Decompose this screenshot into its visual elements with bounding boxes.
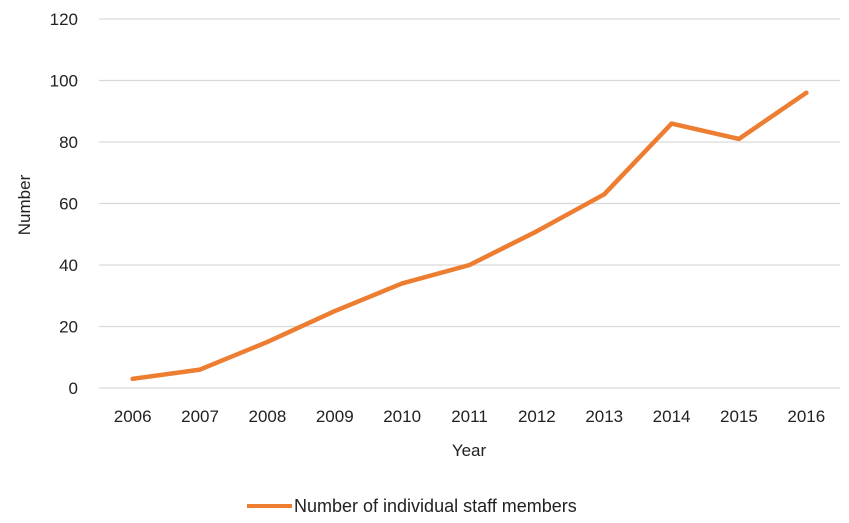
data-point	[332, 308, 337, 314]
data-point	[736, 136, 742, 142]
x-tick-label: 2008	[248, 407, 286, 426]
y-tick-label: 40	[59, 256, 78, 275]
y-tick-label: 20	[59, 318, 78, 337]
y-axis-ticks: 0 20 40 60 80 100 120	[50, 10, 78, 398]
data-point	[197, 367, 203, 372]
x-tick-label: 2016	[787, 407, 825, 426]
y-axis-title: Number	[15, 174, 34, 235]
x-tick-label: 2006	[114, 407, 152, 426]
x-tick-label: 2012	[518, 407, 556, 426]
y-tick-label: 120	[50, 10, 78, 29]
x-axis-title: Year	[452, 441, 487, 460]
x-tick-label: 2009	[316, 407, 354, 426]
y-tick-label: 0	[69, 379, 78, 398]
x-tick-label: 2013	[585, 407, 623, 426]
legend-label: Number of individual staff members	[294, 496, 577, 516]
data-point	[265, 339, 270, 345]
y-tick-label: 100	[50, 72, 78, 91]
data-point	[669, 121, 674, 126]
legend: Number of individual staff members	[247, 496, 577, 516]
data-point	[804, 90, 809, 96]
data-point	[602, 192, 607, 197]
x-tick-label: 2010	[383, 407, 421, 426]
y-tick-label: 80	[59, 133, 78, 152]
x-tick-label: 2015	[720, 407, 758, 426]
x-tick-label: 2007	[181, 407, 219, 426]
y-tick-label: 60	[59, 195, 78, 214]
gridlines	[99, 18, 840, 389]
data-point	[534, 228, 540, 234]
series-layer	[130, 90, 809, 382]
data-point	[467, 262, 472, 268]
series-line	[130, 90, 809, 382]
x-tick-label: 2011	[451, 407, 488, 426]
data-point	[399, 281, 405, 286]
data-point	[130, 376, 135, 381]
x-tick-label: 2014	[653, 407, 691, 426]
x-axis-ticks: 2006 2007 2008 2009 2010 2011 2012 2013 2014 2015…	[114, 407, 825, 426]
